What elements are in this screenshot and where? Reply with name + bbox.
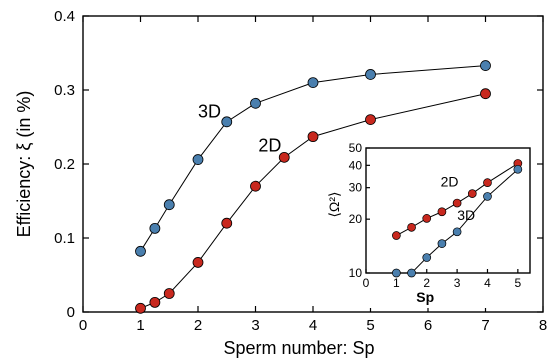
inset-data-point-2D <box>408 223 416 231</box>
data-point-2D <box>251 181 261 191</box>
inset-y-axis-title: ⟨Ω²⟩ <box>326 191 342 217</box>
inset-data-point-3D <box>483 192 491 200</box>
inset-x-tick-label: 5 <box>515 276 522 290</box>
series-label-3D: 3D <box>198 101 221 121</box>
inset-data-point-2D <box>423 214 431 222</box>
y-axis-title: Efficiency: ξ (in %) <box>14 91 34 238</box>
data-point-2D <box>136 303 146 313</box>
inset-y-tick-label: 50 <box>349 141 363 155</box>
x-tick-label: 6 <box>424 317 432 334</box>
inset-y-tick-label: 20 <box>349 212 363 226</box>
data-point-3D <box>251 98 261 108</box>
y-tick-label: 0 <box>67 304 75 321</box>
x-tick-label: 5 <box>366 317 374 334</box>
y-tick-label: 0.1 <box>54 230 75 247</box>
inset-x-tick-label: 4 <box>484 276 491 290</box>
inset-y-tick-label: 10 <box>349 266 363 280</box>
x-tick-label: 3 <box>251 317 259 334</box>
series-label-2D: 2D <box>258 135 281 155</box>
inset-data-point-3D <box>438 240 446 248</box>
x-tick-label: 4 <box>309 317 317 334</box>
inset-data-point-3D <box>392 269 400 277</box>
inset-data-point-3D <box>453 228 461 236</box>
y-tick-label: 0.2 <box>54 156 75 173</box>
inset-series-label-2D: 2D <box>441 173 459 189</box>
inset-x-tick-label: 0 <box>363 276 370 290</box>
data-point-3D <box>193 155 203 165</box>
inset-data-point-2D <box>438 208 446 216</box>
data-point-2D <box>308 132 318 142</box>
inset-x-tick-label: 1 <box>393 276 400 290</box>
inset-data-point-3D <box>423 254 431 262</box>
data-point-2D <box>150 297 160 307</box>
data-point-3D <box>222 117 232 127</box>
inset-x-axis-title: Sp <box>416 289 434 305</box>
data-point-3D <box>308 78 318 88</box>
inset-x-tick-label: 2 <box>423 276 430 290</box>
x-tick-label: 7 <box>481 317 489 334</box>
x-tick-label: 2 <box>194 317 202 334</box>
x-axis-title: Sperm number: Sp <box>223 338 374 358</box>
data-point-3D <box>481 61 491 71</box>
data-point-2D <box>366 115 376 125</box>
inset-data-point-3D <box>408 269 416 277</box>
data-point-2D <box>193 257 203 267</box>
inset-data-point-3D <box>514 165 522 173</box>
inset-data-point-2D <box>392 232 400 240</box>
inset-data-point-2D <box>483 179 491 187</box>
inset-data-point-2D <box>453 199 461 207</box>
x-tick-label: 8 <box>539 317 547 334</box>
inset-series-label-3D: 3D <box>457 207 475 223</box>
data-point-2D <box>222 218 232 228</box>
data-point-2D <box>164 289 174 299</box>
inset-y-tick-label: 30 <box>349 181 363 195</box>
x-tick-label: 0 <box>79 317 87 334</box>
data-point-3D <box>164 200 174 210</box>
y-tick-label: 0.4 <box>54 8 75 25</box>
inset-data-point-2D <box>468 190 476 198</box>
y-tick-label: 0.3 <box>54 82 75 99</box>
x-tick-label: 1 <box>136 317 144 334</box>
data-point-2D <box>481 89 491 99</box>
data-point-3D <box>150 223 160 233</box>
inset-y-tick-label: 40 <box>349 158 363 172</box>
inset-x-tick-label: 3 <box>454 276 461 290</box>
data-point-3D <box>136 246 146 256</box>
data-point-3D <box>366 69 376 79</box>
